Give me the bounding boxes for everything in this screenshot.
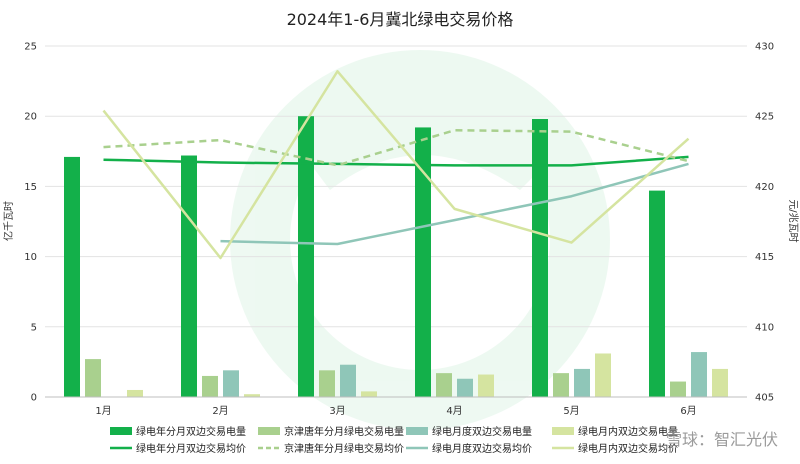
left-tick-label: 0 — [31, 393, 37, 404]
bar-2-1 — [85, 359, 101, 397]
right-tick-label: 405 — [755, 393, 774, 404]
bar-1-6 — [649, 190, 665, 397]
bar-1-2 — [181, 155, 197, 397]
right-tick-label: 425 — [755, 112, 774, 123]
left-tick-label: 5 — [31, 322, 37, 333]
bar-2-4 — [436, 373, 452, 397]
right-tick-label: 415 — [755, 252, 774, 263]
bar-4-4 — [478, 374, 494, 397]
left-axis-label: 亿千瓦时 — [2, 201, 15, 241]
x-tick-label: 3月 — [329, 405, 345, 417]
left-tick-label: 15 — [24, 182, 37, 193]
bars — [64, 116, 728, 398]
bar-4-6 — [712, 368, 728, 397]
right-tick-label: 410 — [755, 322, 774, 333]
bar-1-1 — [64, 156, 80, 397]
bar-2-6 — [670, 381, 686, 397]
line-series-1 — [103, 155, 689, 167]
right-axis-label: 元/兆瓦时 — [787, 199, 799, 242]
legend-swatch-bar-2 — [258, 427, 280, 435]
x-tick-label: 4月 — [446, 405, 462, 417]
bar-3-2 — [223, 370, 239, 397]
right-tick-label: 430 — [755, 42, 774, 53]
lines — [102, 70, 690, 260]
legend-label-line-4: 绿电月内双边交易均价 — [578, 442, 678, 455]
left-tick-label: 25 — [24, 42, 37, 53]
watermark-text: 雪球：智汇光伏 — [666, 430, 778, 449]
gridlines — [45, 45, 747, 328]
bar-1-5 — [532, 119, 548, 398]
chart-title: 2024年1-6月冀北绿电交易价格 — [287, 10, 514, 29]
bar-2-5 — [553, 373, 569, 397]
bar-2-2 — [202, 375, 218, 397]
legend-swatch-bar-1 — [110, 427, 132, 435]
legend-swatch-bar-4 — [552, 427, 574, 435]
bar-4-3 — [361, 391, 377, 397]
x-tick-label: 6月 — [680, 405, 696, 417]
x-axis-ticks: 1月 2月 3月 4月 5月 6月 — [95, 405, 696, 417]
x-tick-label: 5月 — [563, 405, 579, 417]
legend-label-bar-4: 绿电月内双边交易电量 — [578, 425, 678, 438]
left-axis-ticks: 0 5 10 15 20 25 — [24, 42, 37, 404]
legend-label-bar-1: 绿电年分月双边交易电量 — [136, 425, 246, 438]
legend-label-line-3: 绿电月度双边交易均价 — [432, 442, 532, 455]
legend: 绿电年分月双边交易电量 京津唐年分月绿电交易电量 绿电月度双边交易电量 绿电月内双边交… — [110, 425, 678, 455]
bar-4-5 — [595, 353, 611, 397]
bar-3-3 — [340, 364, 356, 397]
x-tick-label: 1月 — [95, 405, 111, 417]
bar-1-4 — [415, 127, 431, 397]
right-axis-ticks: 405 410 415 420 425 430 — [755, 42, 774, 404]
bar-4-1 — [127, 389, 143, 397]
legend-label-bar-3: 绿电月度双边交易电量 — [432, 425, 532, 438]
left-tick-label: 20 — [24, 112, 37, 123]
line-series-4 — [102, 70, 690, 260]
legend-label-bar-2: 京津唐年分月绿电交易电量 — [284, 425, 404, 438]
line-series-2 — [103, 128, 689, 167]
left-tick-label: 10 — [24, 252, 37, 263]
bar-3-5 — [574, 368, 590, 397]
bar-1-3 — [298, 116, 314, 397]
x-tick-label: 2月 — [212, 405, 228, 417]
right-tick-label: 420 — [755, 182, 774, 193]
legend-label-line-2: 京津唐年分月绿电交易均价 — [284, 442, 404, 455]
bar-2-3 — [319, 370, 335, 397]
line-series-3 — [220, 162, 689, 246]
bar-3-6 — [691, 352, 707, 397]
bar-4-2 — [244, 394, 260, 397]
legend-swatch-bar-3 — [406, 427, 428, 435]
bar-3-4 — [457, 378, 473, 397]
legend-label-line-1: 绿电年分月双边交易均价 — [136, 442, 246, 455]
